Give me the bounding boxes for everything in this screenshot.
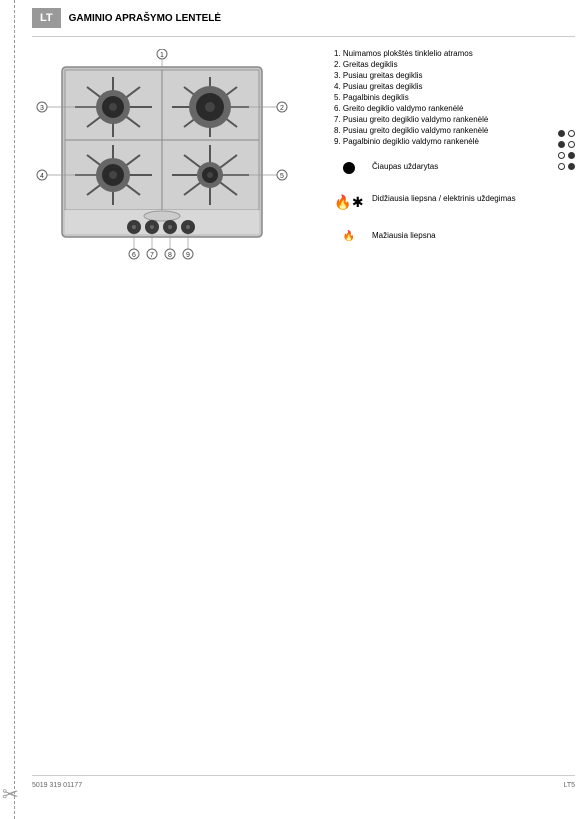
filled-circle-icon xyxy=(568,163,575,170)
footer: 5019 319 01177 LT5 xyxy=(32,775,575,789)
svg-text:8: 8 xyxy=(168,252,172,259)
footer-code: 5019 319 01177 xyxy=(32,782,82,789)
svg-text:2: 2 xyxy=(280,105,284,112)
symbol-row-1 xyxy=(558,130,575,137)
part-3: 3. Pusiau greitas degiklis xyxy=(334,71,575,80)
symbol-row-2 xyxy=(558,141,575,148)
part-9: 9. Pagalbinio degiklio valdymo rankenėlė xyxy=(334,137,575,146)
footer-page: LT5 xyxy=(563,782,575,789)
filled-circle-icon xyxy=(568,152,575,159)
instruction-2: 🔥✱ Didžiausia liepsna / elektrinis uždeg… xyxy=(334,194,575,211)
svg-text:9: 9 xyxy=(186,252,190,259)
part-1: 1. Nuimamos plokštės tinklelio atramos xyxy=(334,49,575,58)
part-2: 2. Greitas degiklis xyxy=(334,60,575,69)
part-8: 8. Pusiau greito degiklio valdymo ranken… xyxy=(334,126,575,135)
empty-circle-icon xyxy=(558,152,565,159)
svg-text:7: 7 xyxy=(150,252,154,259)
svg-text:6: 6 xyxy=(132,252,136,259)
page-title: GAMINIO APRAŠYMO LENTELĖ xyxy=(69,13,221,24)
min-flame-icon: 🔥 xyxy=(334,231,364,242)
part-6: 6. Greito degiklio valdymo rankenėlė xyxy=(334,104,575,113)
main-content: 1 2 3 4 5 xyxy=(32,49,575,291)
filled-circle-icon xyxy=(558,130,565,137)
svg-text:4: 4 xyxy=(40,173,44,180)
part-7: 7. Pusiau greito degiklio valdymo ranken… xyxy=(334,115,575,124)
symbol-legend xyxy=(558,130,575,170)
empty-circle-icon xyxy=(568,141,575,148)
part-4: 4. Pusiau greitas degiklis xyxy=(334,82,575,91)
empty-circle-icon xyxy=(568,130,575,137)
parts-list: 1. Nuimamos plokštės tinklelio atramos 2… xyxy=(334,49,575,146)
symbol-row-3 xyxy=(558,152,575,159)
svg-text:5: 5 xyxy=(280,173,284,180)
empty-circle-icon xyxy=(558,163,565,170)
header: LT GAMINIO APRAŠYMO LENTELĖ xyxy=(32,0,575,37)
tap-closed-icon xyxy=(334,162,364,174)
instruction-1: Čiaupas uždarytas xyxy=(334,162,575,174)
instruction-3: 🔥 Mažiausia liepsna xyxy=(334,231,575,242)
svg-text:3: 3 xyxy=(40,105,44,112)
language-badge: LT xyxy=(32,8,61,28)
cut-line xyxy=(14,0,15,819)
svg-text:1: 1 xyxy=(160,52,164,59)
max-flame-ignition-icon: 🔥✱ xyxy=(334,194,364,211)
symbol-row-4 xyxy=(558,163,575,170)
instructions: Čiaupas uždarytas 🔥✱ Didžiausia liepsna … xyxy=(334,162,575,242)
part-5: 5. Pagalbinis degiklis xyxy=(334,93,575,102)
page-content: LT GAMINIO APRAŠYMO LENTELĖ xyxy=(32,0,583,291)
filled-circle-icon xyxy=(558,141,565,148)
right-column: 1. Nuimamos plokštės tinklelio atramos 2… xyxy=(334,49,575,291)
left-column: 1 2 3 4 5 xyxy=(32,49,322,291)
scissors-icon: ✂ xyxy=(2,782,19,807)
hob-diagram: 1 2 3 4 5 xyxy=(32,49,292,289)
